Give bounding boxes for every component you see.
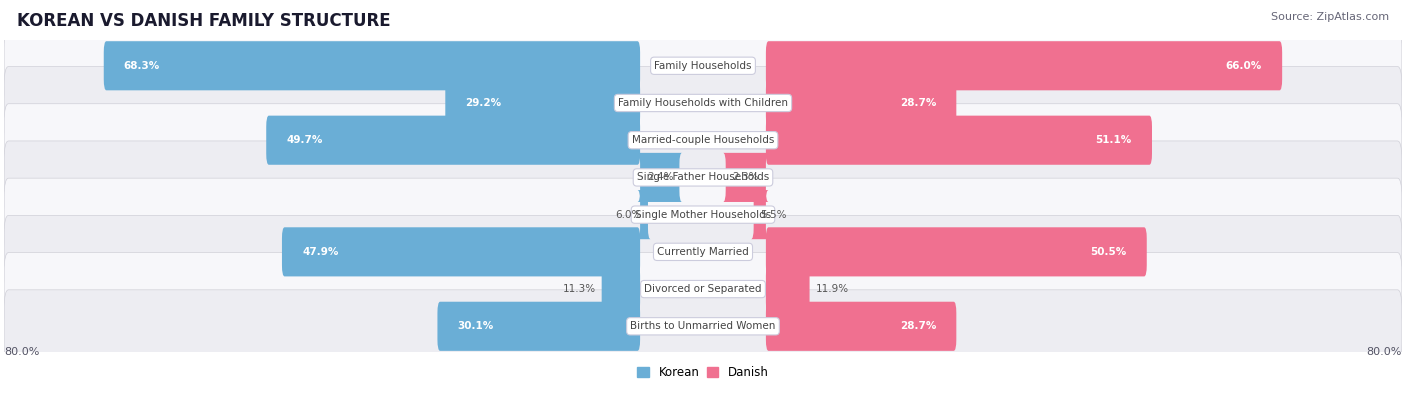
FancyBboxPatch shape — [766, 79, 956, 128]
Text: Source: ZipAtlas.com: Source: ZipAtlas.com — [1271, 12, 1389, 22]
Text: 11.9%: 11.9% — [815, 284, 849, 294]
FancyBboxPatch shape — [4, 178, 1402, 251]
Text: Family Households: Family Households — [654, 61, 752, 71]
Text: 51.1%: 51.1% — [1095, 135, 1132, 145]
FancyBboxPatch shape — [4, 215, 1402, 288]
Text: Single Mother Households: Single Mother Households — [636, 210, 770, 220]
FancyBboxPatch shape — [766, 302, 956, 351]
FancyBboxPatch shape — [104, 41, 640, 90]
Text: Married-couple Households: Married-couple Households — [631, 135, 775, 145]
Legend: Korean, Danish: Korean, Danish — [633, 361, 773, 384]
FancyBboxPatch shape — [4, 29, 1402, 102]
FancyBboxPatch shape — [766, 116, 1152, 165]
Text: 68.3%: 68.3% — [124, 61, 160, 71]
Text: 28.7%: 28.7% — [900, 98, 936, 108]
FancyBboxPatch shape — [602, 265, 640, 314]
FancyBboxPatch shape — [637, 153, 682, 202]
Text: 6.0%: 6.0% — [616, 210, 643, 220]
FancyBboxPatch shape — [446, 79, 640, 128]
FancyBboxPatch shape — [766, 265, 810, 314]
FancyBboxPatch shape — [4, 104, 1402, 177]
Text: 80.0%: 80.0% — [1367, 347, 1402, 357]
FancyBboxPatch shape — [4, 252, 1402, 325]
FancyBboxPatch shape — [4, 141, 1402, 214]
Text: Births to Unmarried Women: Births to Unmarried Women — [630, 321, 776, 331]
FancyBboxPatch shape — [283, 227, 640, 276]
FancyBboxPatch shape — [766, 227, 1147, 276]
Text: Single Father Households: Single Father Households — [637, 173, 769, 182]
FancyBboxPatch shape — [766, 41, 1282, 90]
Text: 2.4%: 2.4% — [647, 173, 673, 182]
Text: Currently Married: Currently Married — [657, 247, 749, 257]
FancyBboxPatch shape — [723, 153, 769, 202]
FancyBboxPatch shape — [4, 66, 1402, 139]
Text: KOREAN VS DANISH FAMILY STRUCTURE: KOREAN VS DANISH FAMILY STRUCTURE — [17, 12, 391, 30]
FancyBboxPatch shape — [4, 290, 1402, 363]
Text: 47.9%: 47.9% — [302, 247, 339, 257]
Text: 28.7%: 28.7% — [900, 321, 936, 331]
Text: 2.3%: 2.3% — [733, 173, 758, 182]
Text: 5.5%: 5.5% — [759, 210, 786, 220]
Text: 30.1%: 30.1% — [457, 321, 494, 331]
FancyBboxPatch shape — [751, 190, 769, 239]
Text: 49.7%: 49.7% — [287, 135, 323, 145]
Text: Divorced or Separated: Divorced or Separated — [644, 284, 762, 294]
Text: 11.3%: 11.3% — [562, 284, 596, 294]
FancyBboxPatch shape — [437, 302, 640, 351]
FancyBboxPatch shape — [266, 116, 640, 165]
Text: 50.5%: 50.5% — [1091, 247, 1126, 257]
Text: 66.0%: 66.0% — [1226, 61, 1263, 71]
Text: Family Households with Children: Family Households with Children — [619, 98, 787, 108]
FancyBboxPatch shape — [637, 190, 651, 239]
Text: 29.2%: 29.2% — [465, 98, 502, 108]
Text: 80.0%: 80.0% — [4, 347, 39, 357]
